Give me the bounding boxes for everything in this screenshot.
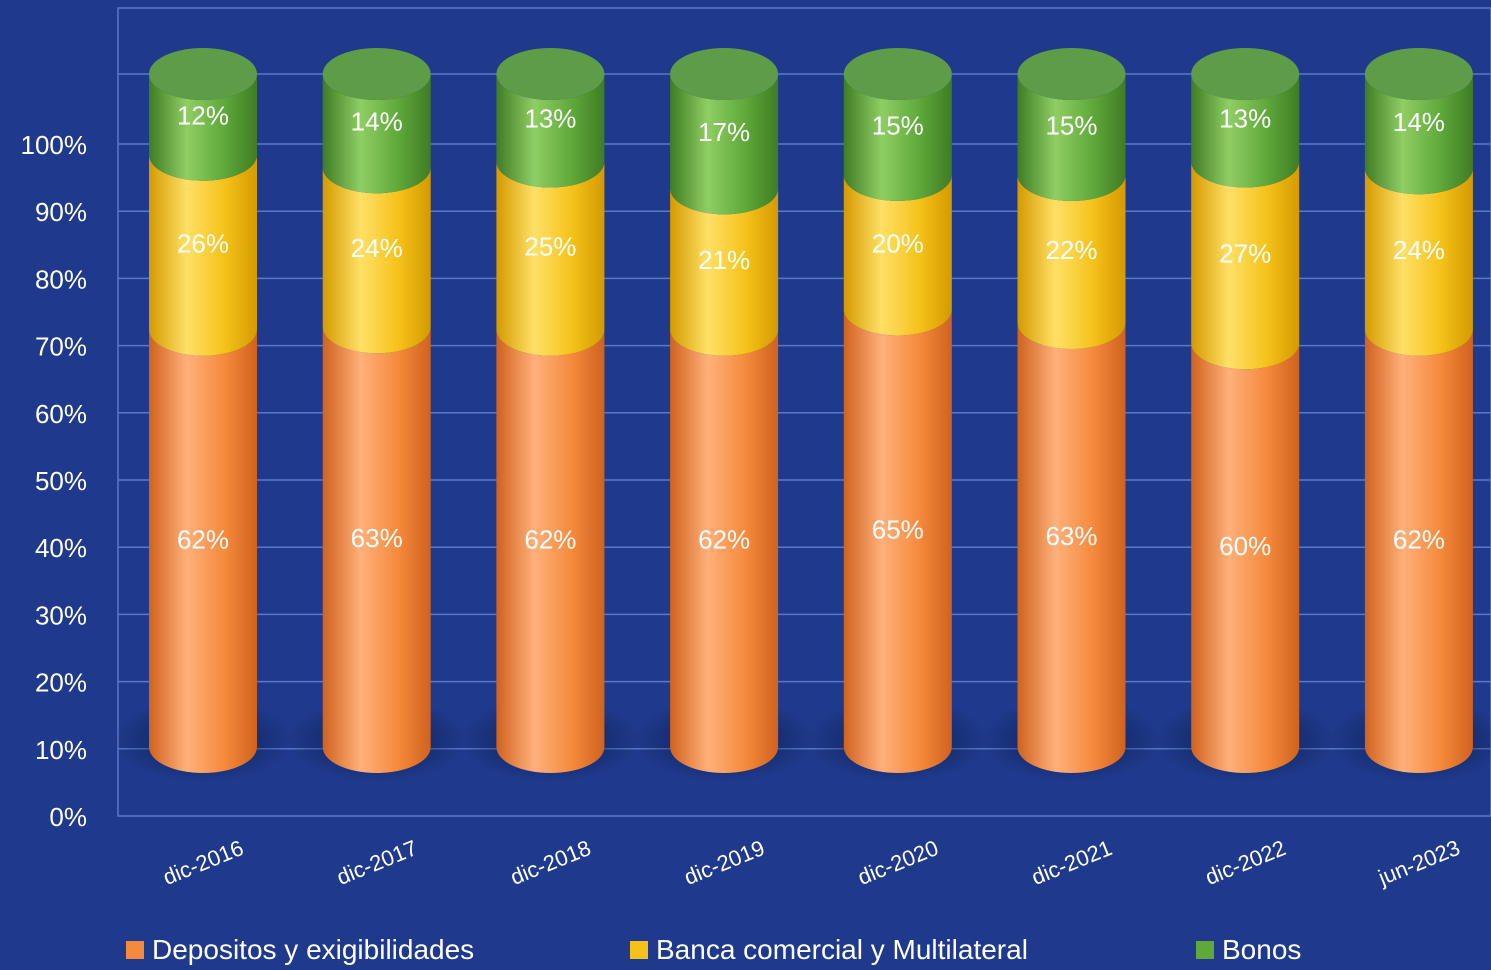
bar-segment-depositos xyxy=(1191,343,1300,773)
x-tick-label: dic-2017 xyxy=(333,835,421,890)
bar-top-cap xyxy=(670,48,779,100)
x-tick-label: dic-2020 xyxy=(854,835,942,890)
bar-segment-banca xyxy=(670,188,779,356)
x-tick-label: jun-2023 xyxy=(1374,835,1464,891)
bar-group-dic-2018: 62% 25% 13% xyxy=(460,48,641,782)
bar-group-dic-2017: 63% 24% 14% xyxy=(286,48,467,782)
y-axis-labels: 0% 10% 20% 30% 40% 50% 60% 70% 80% 90% 100% xyxy=(21,130,88,832)
y-tick-label: 30% xyxy=(35,600,87,630)
bar-segment-depositos xyxy=(496,329,605,773)
data-label: 62% xyxy=(177,524,229,554)
data-label: 60% xyxy=(1219,531,1271,561)
data-label: 25% xyxy=(524,232,576,262)
bar-group-dic-2022: 60% 27% 13% xyxy=(1155,48,1336,782)
data-label: 24% xyxy=(351,233,403,263)
bar-group-dic-2020: 65% 20% 15% xyxy=(807,48,988,782)
bar-segment-bonos xyxy=(322,74,431,194)
bar-top-cap xyxy=(496,48,605,100)
data-label: 26% xyxy=(177,228,229,258)
legend-label-bonos: Bonos xyxy=(1222,934,1302,965)
legend-label-depositos: Depositos y exigibilidades xyxy=(152,934,475,965)
y-tick-label: 10% xyxy=(35,735,87,765)
data-label: 17% xyxy=(698,117,750,147)
bar-segment-bonos xyxy=(1017,74,1126,201)
data-label: 20% xyxy=(872,228,924,258)
bar-group-jun-2023: 62% 24% 14% xyxy=(1328,48,1491,782)
bar-segment-depositos xyxy=(322,327,431,773)
y-tick-label: 80% xyxy=(35,264,87,294)
bar-segment-banca xyxy=(843,174,952,336)
bars: 62% 26% 12% 63% 24% 14% 62% 25% 13% 62% 21% 17% 65% 2… xyxy=(113,48,1491,782)
x-tick-label: dic-2021 xyxy=(1028,835,1116,890)
legend: Depositos y exigibilidades Banca comerci… xyxy=(0,930,1491,970)
legend-swatch-bonos xyxy=(1196,941,1214,959)
bar-top-cap xyxy=(149,48,257,100)
data-label: 14% xyxy=(1393,107,1445,137)
data-label: 24% xyxy=(1393,235,1445,265)
y-tick-label: 90% xyxy=(35,197,87,227)
data-label: 63% xyxy=(1045,521,1097,551)
y-tick-label: 70% xyxy=(35,332,87,362)
data-label: 13% xyxy=(1219,104,1271,134)
chart-svg: 62% 26% 12% 63% 24% 14% 62% 25% 13% 62% 21% 17% 65% 2… xyxy=(21,7,1491,891)
bar-segment-bonos xyxy=(496,74,605,188)
x-tick-label: dic-2018 xyxy=(507,835,595,890)
bar-segment-banca xyxy=(1017,174,1126,350)
y-tick-label: 100% xyxy=(21,130,88,160)
data-label: 12% xyxy=(177,100,229,130)
bar-segment-depositos xyxy=(670,329,779,773)
data-label: 62% xyxy=(1393,524,1445,554)
x-tick-label: dic-2019 xyxy=(680,835,768,890)
bar-group-dic-2016: 62% 26% 12% xyxy=(113,48,293,782)
x-axis-labels: dic-2016 dic-2017 dic-2018 dic-2019 dic-2020… xyxy=(159,835,1463,891)
legend-item-banca: Banca comercial y Multilateral xyxy=(630,934,1028,966)
data-label: 15% xyxy=(1045,110,1097,140)
data-label: 22% xyxy=(1045,235,1097,265)
y-tick-label: 20% xyxy=(35,668,87,698)
plot-frame xyxy=(117,7,1491,817)
data-label: 13% xyxy=(524,104,576,134)
legend-label-banca: Banca comercial y Multilateral xyxy=(656,934,1028,965)
data-label: 62% xyxy=(524,524,576,554)
bar-top-cap xyxy=(1364,48,1473,100)
bar-segment-depositos xyxy=(149,329,257,773)
bar-top-cap xyxy=(843,48,952,100)
data-label: 62% xyxy=(698,524,750,554)
bar-top-cap xyxy=(1017,48,1126,100)
bar-segment-bonos xyxy=(670,74,779,215)
legend-item-bonos: Bonos xyxy=(1196,934,1301,966)
legend-item-depositos: Depositos y exigibilidades xyxy=(126,934,474,966)
bar-segment-depositos xyxy=(1017,323,1126,773)
y-tick-label: 0% xyxy=(49,802,87,832)
data-label: 14% xyxy=(351,107,403,137)
bar-segment-bonos xyxy=(149,74,257,181)
bar-segment-banca xyxy=(1191,161,1300,370)
data-label: 63% xyxy=(351,523,403,553)
data-label: 15% xyxy=(872,110,924,140)
bar-segment-bonos xyxy=(1191,74,1300,188)
bar-segment-banca xyxy=(322,167,431,354)
bar-top-cap xyxy=(322,48,431,100)
bar-group-dic-2019: 62% 21% 17% xyxy=(634,48,815,782)
data-label: 21% xyxy=(698,245,750,275)
bar-segment-banca xyxy=(1364,168,1473,356)
y-tick-label: 60% xyxy=(35,399,87,429)
x-tick-label: dic-2022 xyxy=(1202,835,1290,890)
bar-segment-bonos xyxy=(1364,74,1473,195)
x-tick-label: dic-2016 xyxy=(159,835,247,890)
y-tick-label: 50% xyxy=(35,466,87,496)
bar-segment-depositos xyxy=(1364,329,1473,773)
bar-segment-bonos xyxy=(843,74,952,201)
bar-group-dic-2021: 63% 22% 15% xyxy=(981,48,1162,782)
y-tick-label: 40% xyxy=(35,533,87,563)
legend-swatch-depositos xyxy=(126,941,144,959)
data-label: 65% xyxy=(872,514,924,544)
legend-swatch-banca xyxy=(630,941,648,959)
bar-segment-depositos xyxy=(843,309,952,773)
bar-top-cap xyxy=(1191,48,1300,100)
data-label: 27% xyxy=(1219,238,1271,268)
bar-segment-banca xyxy=(496,161,605,356)
bar-segment-banca xyxy=(149,154,257,356)
